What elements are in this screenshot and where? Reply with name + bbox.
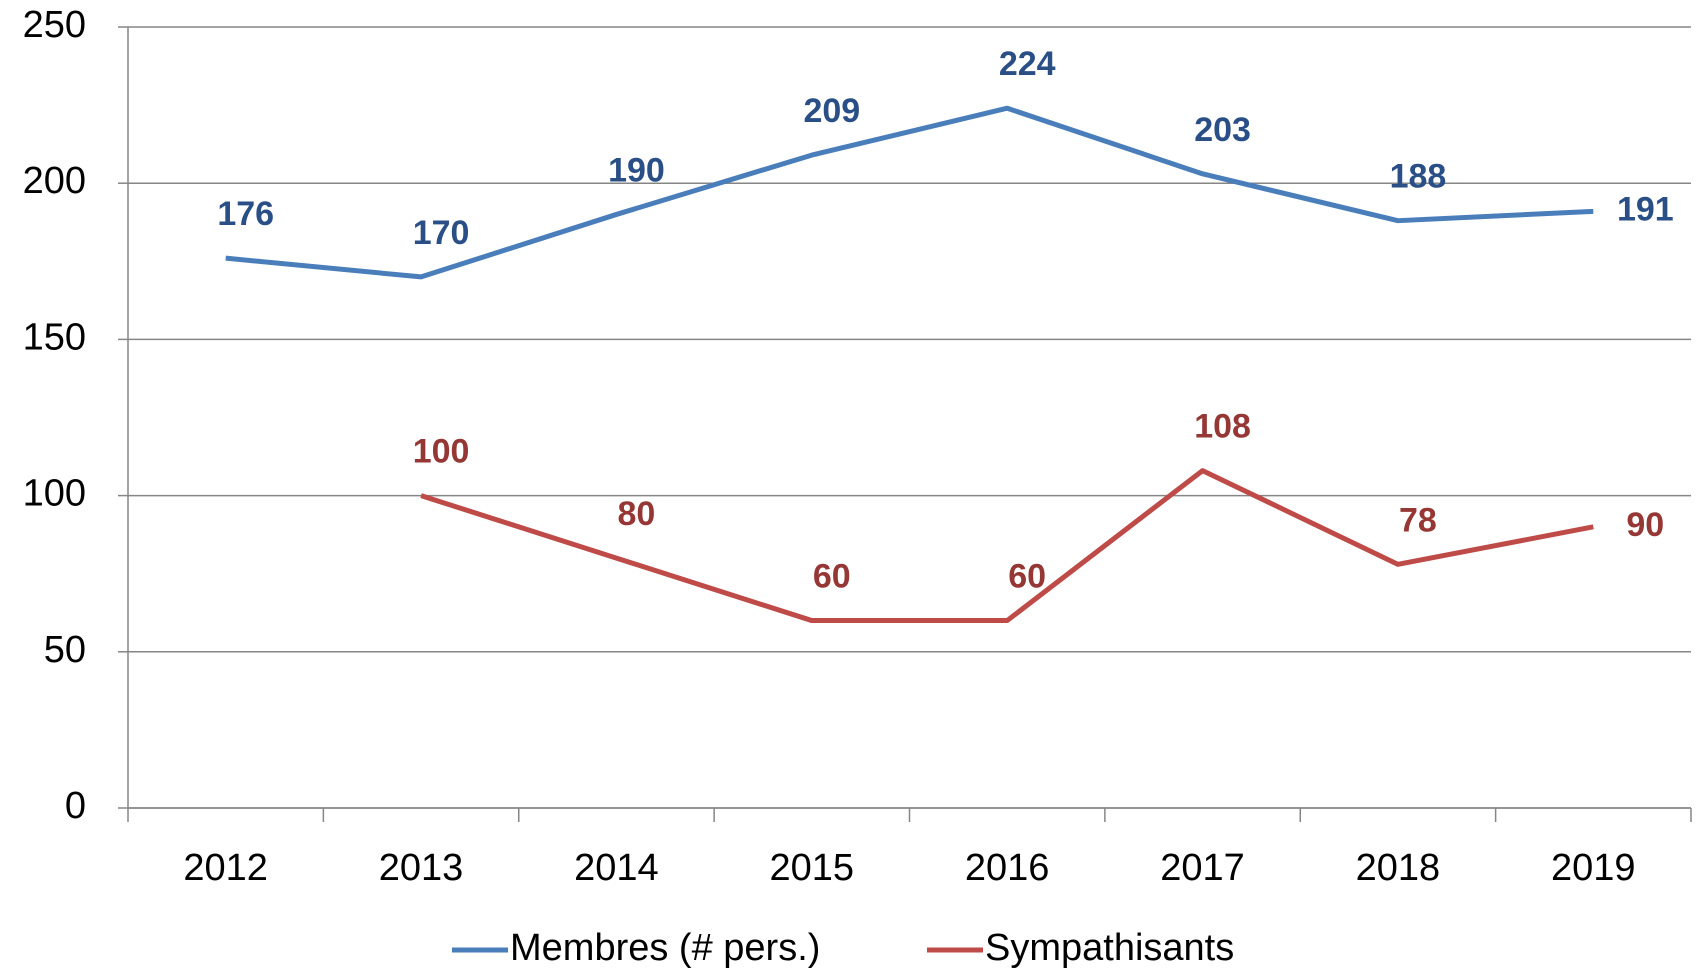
- data-label: 80: [618, 495, 656, 533]
- data-label: 190: [608, 151, 665, 189]
- y-tick-label: 0: [65, 785, 86, 827]
- y-tick-label: 200: [23, 160, 86, 202]
- data-label: 170: [413, 214, 470, 252]
- data-label: 78: [1399, 501, 1437, 539]
- data-label: 108: [1194, 408, 1251, 446]
- data-label: 224: [999, 45, 1056, 83]
- y-tick-label: 150: [23, 316, 86, 358]
- legend-label: Membres (# pers.): [510, 927, 820, 969]
- x-tick-label: 2019: [1551, 847, 1636, 889]
- data-label: 191: [1617, 190, 1674, 228]
- x-tick-label: 2015: [770, 847, 855, 889]
- y-tick-label: 50: [44, 629, 86, 671]
- data-label: 203: [1194, 111, 1251, 149]
- x-tick-label: 2014: [574, 847, 659, 889]
- x-tick-label: 2016: [965, 847, 1050, 889]
- x-tick-label: 2018: [1356, 847, 1441, 889]
- data-label: 90: [1626, 506, 1664, 544]
- data-label: 60: [1008, 558, 1046, 596]
- data-label: 188: [1390, 158, 1447, 196]
- data-label: 100: [413, 433, 470, 471]
- x-tick-label: 2013: [379, 847, 464, 889]
- x-tick-label: 2017: [1160, 847, 1245, 889]
- x-tick-label: 2012: [183, 847, 268, 889]
- data-label: 209: [803, 92, 860, 130]
- data-label: 176: [217, 195, 274, 233]
- series-line: [420, 468, 1594, 624]
- y-tick-label: 100: [23, 473, 86, 515]
- series-line: [225, 105, 1594, 280]
- data-label: 60: [813, 558, 851, 596]
- y-tick-label: 250: [23, 4, 86, 46]
- legend-label: Sympathisants: [985, 927, 1234, 969]
